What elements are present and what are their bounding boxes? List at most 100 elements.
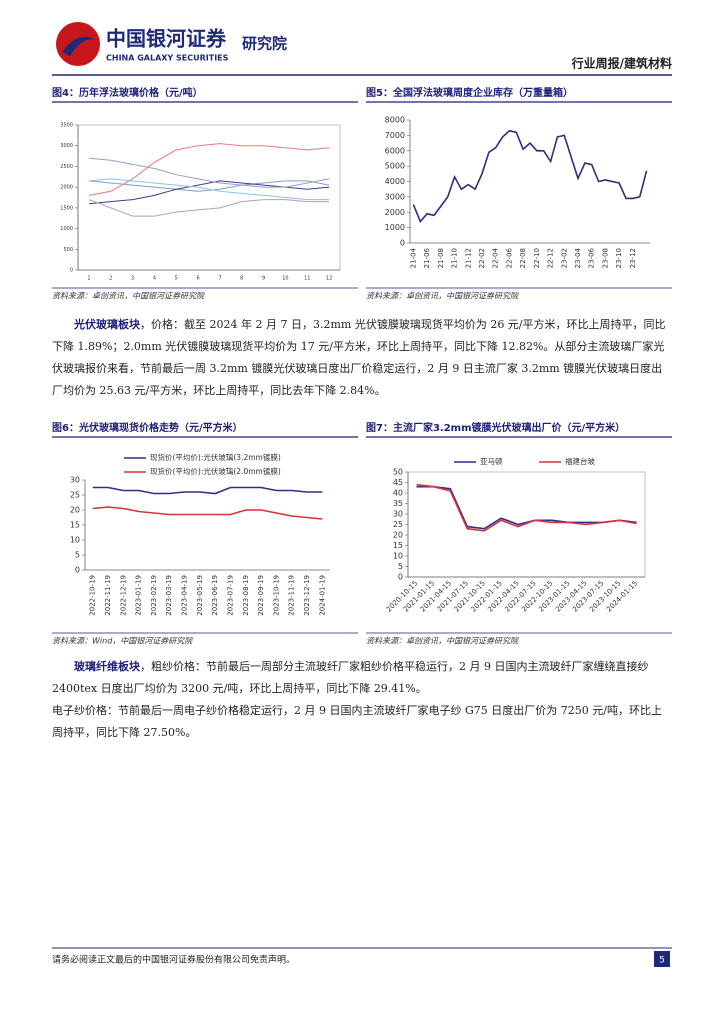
y-tick-label: 1000 — [60, 226, 73, 232]
lead: 玻璃纤维板块 — [74, 660, 140, 673]
x-tick-label: 2023-03-19 — [165, 575, 173, 616]
x-tick-label: 22-02 — [478, 248, 486, 268]
x-tick-label: 2023-09-19 — [257, 575, 265, 616]
x-tick-label: 5 — [175, 276, 178, 282]
y-tick-label: 30 — [70, 476, 80, 485]
y-tick-label: 25 — [70, 491, 80, 500]
y-tick-label: 8000 — [385, 116, 405, 125]
y-tick-label: 3000 — [60, 143, 73, 149]
x-tick-label: 23-04 — [574, 247, 582, 268]
x-tick-label: 23-12 — [629, 248, 637, 268]
x-tick-label: 2023-12-19 — [303, 575, 311, 616]
x-tick-label: 7 — [218, 276, 221, 282]
series-line — [92, 486, 323, 495]
figure-source: 资料来源：卓创资讯，中国银河证券研究院 — [52, 292, 206, 301]
x-tick-label: 2022-12-19 — [119, 575, 127, 616]
series-line — [88, 199, 330, 217]
series-line — [88, 178, 330, 201]
page-box — [654, 951, 670, 967]
x-tick-label: 22-08 — [519, 248, 527, 268]
y-tick-label: 6000 — [385, 146, 405, 155]
y-tick-label: 1500 — [60, 205, 73, 211]
x-tick-label: 22-10 — [533, 248, 541, 268]
x-tick-label: 2023-05-19 — [196, 575, 204, 616]
x-tick-label: 1 — [87, 276, 90, 282]
y-tick-label: 2000 — [60, 185, 73, 191]
x-tick-label: 2022-10-19 — [89, 575, 97, 616]
x-tick-label: 2023-04-19 — [181, 575, 189, 616]
x-tick-label: 21-06 — [423, 247, 431, 268]
x-tick-label: 21-08 — [437, 248, 445, 268]
figure-title: 图4：历年浮法玻璃价格（元/吨） — [52, 86, 203, 99]
y-tick-label: 3000 — [385, 192, 405, 201]
text: ，粗纱价格：节前最后一周部分主流玻纤厂家粗纱价格平稳运行，2 月 9 日国内主流… — [52, 660, 649, 695]
x-tick-label: 12 — [326, 276, 332, 282]
disclaimer: 请务必阅读正文最后的中国银河证券股份有限公司免责声明。 — [52, 954, 295, 966]
x-tick-label: 9 — [262, 276, 265, 282]
figure-source: 资料来源：Wind，中国银河证券研究院 — [52, 637, 194, 646]
dept: 研究院 — [242, 35, 287, 53]
x-tick-label: 3 — [131, 276, 134, 282]
paragraph: 玻璃纤维板块，粗纱价格：节前最后一周部分主流玻纤厂家粗纱价格平稳运行，2 月 9… — [52, 656, 672, 700]
series-line — [88, 180, 330, 205]
x-tick-label: 23-10 — [615, 248, 623, 268]
logo-cn: 中国银河证券 — [106, 27, 227, 51]
y-tick-label: 4000 — [385, 177, 405, 186]
x-tick-label: 2023-01-19 — [135, 575, 143, 616]
x-tick-label: 2023-10-19 — [272, 575, 280, 616]
series-line — [92, 506, 323, 520]
x-tick-label: 22-06 — [505, 247, 513, 268]
legend-label: 现货价(平均价):光伏玻璃(2.0mm镀膜) — [150, 466, 281, 476]
page-number: 5 — [659, 956, 665, 966]
x-tick-label: 2023-07-19 — [226, 575, 234, 616]
x-tick-label: 2023-08-19 — [242, 575, 250, 616]
paragraph: 电子纱价格：节前最后一周电子纱价格稳定运行，2 月 9 日国内主流玻纤厂家电子纱… — [52, 700, 672, 744]
x-tick-label: 2023-06-19 — [211, 575, 219, 616]
y-tick-label: 5 — [398, 562, 403, 571]
x-tick-label: 22-12 — [547, 248, 555, 268]
paragraph: 光伏玻璃板块，价格：截至 2024 年 2 月 7 日，3.2mm 光伏镀膜玻璃… — [52, 314, 672, 402]
series-line — [412, 129, 648, 223]
section: 行业周报/建筑材料 — [571, 56, 672, 71]
y-tick-label: 7000 — [385, 131, 405, 140]
series-line — [416, 483, 637, 532]
y-tick-label: 500 — [63, 247, 73, 253]
y-tick-label: 2000 — [385, 208, 405, 217]
x-tick-label: 23-06 — [588, 247, 596, 268]
x-tick-label: 2023-02-19 — [150, 575, 158, 616]
y-tick-label: 35 — [393, 499, 403, 508]
logo-en: CHINA GALAXY SECURITIES — [106, 54, 229, 63]
logo — [56, 22, 100, 66]
legend-label: 亚马顿 — [480, 456, 503, 466]
series-line — [88, 157, 330, 188]
x-tick-label: 6 — [196, 276, 199, 282]
x-tick-label: 2024-01-19 — [318, 575, 326, 616]
y-tick-label: 1000 — [385, 223, 405, 232]
figure-source: 资料来源：卓创资讯，中国银河证券研究院 — [366, 292, 520, 301]
y-tick-label: 0 — [398, 573, 403, 582]
figure-title: 图6：光伏玻璃现货价格走势（元/平方米） — [52, 421, 243, 434]
figure-title: 图5：全国浮法玻璃周度企业库存（万重量箱） — [366, 86, 573, 99]
y-tick-label: 40 — [393, 489, 403, 498]
y-tick-label: 5 — [75, 551, 80, 560]
y-tick-label: 10 — [393, 552, 403, 561]
legend-label: 福建台玻 — [565, 456, 595, 466]
x-tick-label: 4 — [153, 276, 156, 282]
plot-frame — [77, 124, 341, 271]
figure-title: 图7：主流厂家3.2mm镀膜光伏玻璃出厂价（元/平方米） — [366, 421, 625, 434]
x-tick-label: 11 — [304, 276, 310, 282]
x-tick-label: 22-04 — [492, 247, 500, 268]
x-tick-label: 2023-11-19 — [288, 575, 296, 616]
y-tick-label: 0 — [400, 239, 405, 248]
series-line — [88, 180, 330, 192]
x-tick-label: 21-12 — [464, 248, 472, 268]
y-tick-label: 0 — [70, 268, 73, 274]
y-tick-label: 15 — [393, 541, 403, 550]
y-tick-label: 20 — [70, 506, 80, 515]
x-tick-label: 23-08 — [601, 248, 609, 268]
x-tick-label: 23-02 — [560, 248, 568, 268]
text: ，价格：截至 2024 年 2 月 7 日，3.2mm 光伏镀膜玻璃现货平均价为… — [52, 318, 666, 397]
y-tick-label: 30 — [393, 510, 403, 519]
